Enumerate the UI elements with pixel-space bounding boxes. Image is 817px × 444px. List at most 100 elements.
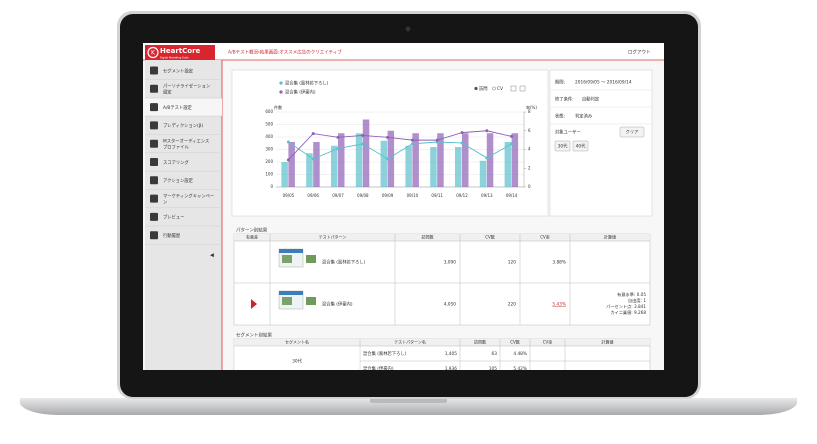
- cv: 220: [508, 302, 516, 308]
- sidebar-icon: [150, 103, 158, 112]
- rate-point: [460, 131, 464, 135]
- segment-cell: 4.48%: [513, 351, 527, 357]
- target-label: 対象ユーザー: [555, 129, 581, 136]
- column-header: テストパターン: [319, 234, 347, 240]
- x-tick-label: 09/07: [332, 193, 344, 198]
- rate-point: [386, 135, 390, 139]
- laptop-notch: [370, 398, 447, 403]
- sidebar-collapse[interactable]: ◀: [210, 253, 214, 259]
- x-tick-label: 09/05: [283, 193, 295, 198]
- bar: [313, 142, 320, 187]
- stat: パーセント点: 3.841: [606, 304, 646, 310]
- y2-tick-label: 6: [528, 128, 531, 133]
- sidebar-icon: [150, 139, 158, 148]
- segment-label[interactable]: 40代: [576, 143, 586, 150]
- sidebar-item: プロファイル: [163, 145, 189, 151]
- visits: 3,090: [444, 260, 457, 266]
- x-tick-label: 09/14: [506, 193, 518, 198]
- pattern-table-header: [234, 234, 650, 241]
- cvr: 5.43%: [552, 302, 566, 308]
- rate-point: [336, 135, 340, 139]
- legend-dot: [279, 81, 283, 85]
- x-tick-label: 09/13: [481, 193, 493, 198]
- segment-cell: 5.42%: [513, 366, 527, 372]
- rate-point: [361, 142, 365, 146]
- segment-cell: 1,405: [445, 351, 458, 357]
- sidebar-item: セグメント設定: [163, 67, 194, 74]
- segment-pattern: 混合集 (風林若下ろし): [363, 350, 407, 357]
- y-tick-label: 100: [265, 172, 273, 177]
- rate-point: [460, 141, 464, 145]
- rate-point: [410, 138, 414, 142]
- sidebar-item: 設定: [163, 90, 172, 96]
- summary-value: 2016/09/05 ～ 2016/09/14: [575, 80, 632, 86]
- column-header: 有意差: [246, 234, 258, 240]
- toggle-label[interactable]: CV: [497, 86, 503, 92]
- thumbnail-band: [279, 249, 303, 253]
- legend-label: 混合集 (伊豪内): [285, 89, 316, 96]
- segment-label[interactable]: 30代: [558, 143, 568, 150]
- segment-button[interactable]: [572, 140, 589, 152]
- sidebar-icon: [150, 66, 158, 75]
- summary-label: 終了条件:: [555, 96, 574, 103]
- bar: [462, 133, 469, 187]
- bar: [288, 142, 295, 187]
- sidebar-icon: [150, 121, 158, 130]
- logo-box: [145, 45, 215, 60]
- toggle-label[interactable]: 訪問: [479, 85, 488, 92]
- rate-point: [336, 147, 340, 151]
- pattern-name: 混合集 (風林若下ろし): [322, 259, 366, 266]
- y-tick-label: 300: [265, 147, 273, 152]
- sidebar-item: パーソナライゼーション: [163, 83, 210, 90]
- chart-icon[interactable]: [519, 85, 526, 92]
- rate-line: [288, 141, 512, 160]
- stat: 有意水準: 0.05: [617, 291, 646, 298]
- sidebar-icon: [150, 84, 158, 93]
- bar: [479, 160, 487, 187]
- cv: 120: [508, 260, 516, 266]
- sidebar-item: アクション設定: [163, 178, 194, 184]
- y-axis-label: 件数: [274, 104, 282, 110]
- bar: [437, 133, 444, 187]
- cvr: 3.88%: [552, 260, 566, 266]
- chart-icon[interactable]: [510, 85, 517, 92]
- thumbnail-photo: [306, 255, 316, 263]
- rate-point: [485, 129, 489, 133]
- clear-button[interactable]: [619, 126, 645, 138]
- segment-pattern: 混合集 (伊豪内): [363, 365, 394, 372]
- y2-tick-label: 8: [528, 109, 531, 114]
- bar: [362, 119, 370, 187]
- x-tick-label: 09/09: [382, 193, 394, 198]
- sidebar-icon: [150, 231, 158, 240]
- column-header: CV数: [485, 234, 495, 240]
- section-title: パターン別結果: [236, 227, 268, 234]
- column-header: CV数: [510, 339, 520, 345]
- thumbnail-band: [279, 291, 303, 295]
- x-tick-label: 09/11: [431, 193, 443, 198]
- x-tick-label: 09/12: [456, 193, 468, 198]
- bar: [455, 147, 462, 187]
- y-tick-label: 500: [265, 122, 273, 127]
- column-header: CV率: [543, 340, 553, 345]
- pattern-name: 混合集 (伊豪内): [322, 301, 353, 308]
- x-tick-label: 09/10: [407, 193, 419, 198]
- sidebar-item: プレディクション(β): [163, 122, 203, 129]
- segment-button[interactable]: [554, 140, 571, 152]
- rate-point: [386, 157, 390, 161]
- rate-point: [510, 142, 514, 146]
- rate-point: [485, 156, 489, 160]
- sidebar-item: プレビュー: [163, 214, 184, 221]
- clear-label[interactable]: クリア: [626, 130, 639, 136]
- logout[interactable]: ログアウト: [628, 49, 651, 56]
- rate-point: [510, 134, 514, 138]
- sidebar-icon: [150, 212, 158, 221]
- column-header: 計算値: [604, 234, 616, 240]
- bar: [387, 130, 395, 187]
- bar: [511, 133, 519, 187]
- sidebar-item: マーケティングキャンペー: [163, 192, 214, 199]
- column-header: テストパターン名: [394, 339, 426, 345]
- summary-value: 判定済み: [575, 113, 593, 120]
- visits: 4,050: [444, 302, 457, 308]
